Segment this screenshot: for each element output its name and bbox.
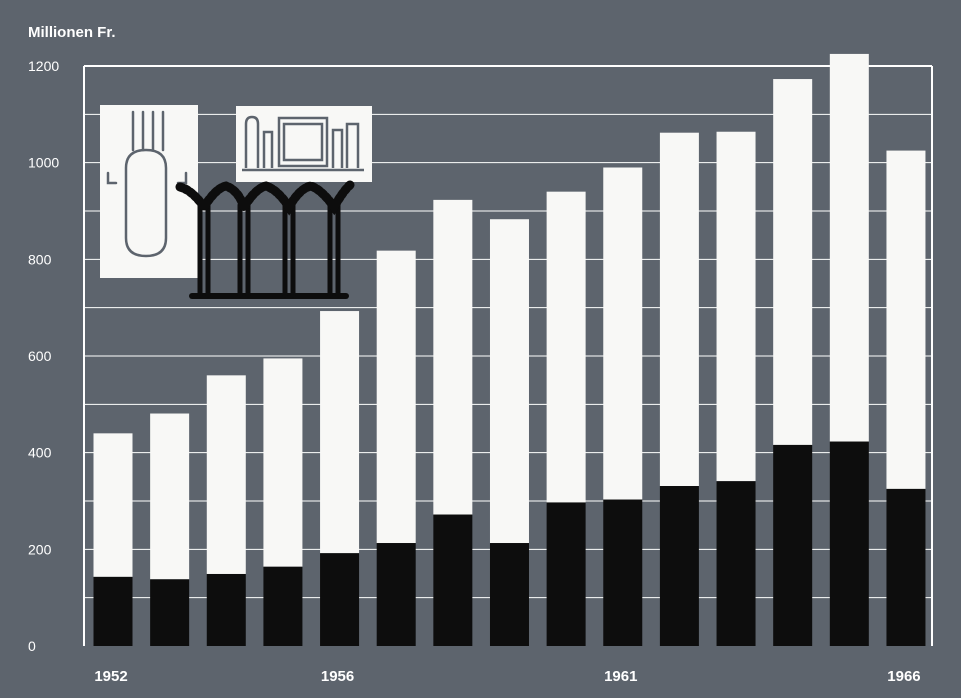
x-tick-label: 1966 (887, 668, 920, 685)
bar-lower-1957 (376, 543, 416, 646)
bar-upper-1956 (320, 311, 360, 554)
machine-icon (236, 106, 372, 182)
y-axis-label: Millionen Fr. (28, 24, 116, 41)
bar-lower-1962 (659, 486, 699, 646)
bar-upper-1961 (603, 167, 643, 500)
y-tick-labels: 0 200 400 600 800 1000 1200 (28, 58, 59, 654)
bar-upper-1958 (433, 199, 473, 515)
bar-upper-1963 (716, 131, 756, 482)
bar-lower-1964 (773, 444, 813, 646)
bar-upper-1960 (546, 191, 586, 503)
y-tick-label: 200 (28, 541, 52, 557)
plant-illustration (100, 105, 372, 299)
bar-upper-1962 (659, 132, 699, 487)
bar-upper-1952 (93, 433, 133, 577)
bar-lower-1958 (433, 514, 473, 646)
y-tick-label: 1000 (28, 155, 59, 171)
x-tick-label: 1956 (321, 668, 354, 685)
bar-upper-1965 (829, 53, 869, 442)
x-tick-labels: 1952 1956 1961 1966 (94, 668, 920, 685)
y-tick-label: 600 (28, 348, 52, 364)
x-tick-label: 1952 (94, 668, 127, 685)
bar-upper-1964 (773, 79, 813, 445)
y-tick-label: 0 (28, 638, 36, 654)
bar-lower-1960 (546, 502, 586, 646)
pipe-structure-icon (175, 180, 355, 299)
bar-lower-1955 (263, 566, 303, 646)
bar-upper-1954 (206, 375, 246, 574)
bar-lower-1963 (716, 481, 756, 646)
bar-upper-1966 (886, 150, 926, 489)
bar-lower-1965 (829, 441, 869, 646)
bar-lower-1961 (603, 499, 643, 646)
bar-lower-1954 (206, 573, 246, 646)
bar-lower-1966 (886, 488, 926, 646)
x-tick-label: 1961 (604, 668, 637, 685)
bar-lower-1952 (93, 576, 133, 646)
bar-upper-1959 (489, 219, 529, 544)
bar-lower-1953 (150, 579, 190, 646)
bar-upper-1955 (263, 358, 303, 567)
bars (93, 53, 926, 646)
bar-upper-1953 (150, 413, 190, 580)
y-tick-label: 400 (28, 445, 52, 461)
bar-upper-1957 (376, 250, 416, 544)
bar-lower-1956 (320, 553, 360, 646)
y-tick-label: 800 (28, 251, 52, 267)
bar-lower-1959 (489, 543, 529, 646)
y-tick-label: 1200 (28, 58, 59, 74)
